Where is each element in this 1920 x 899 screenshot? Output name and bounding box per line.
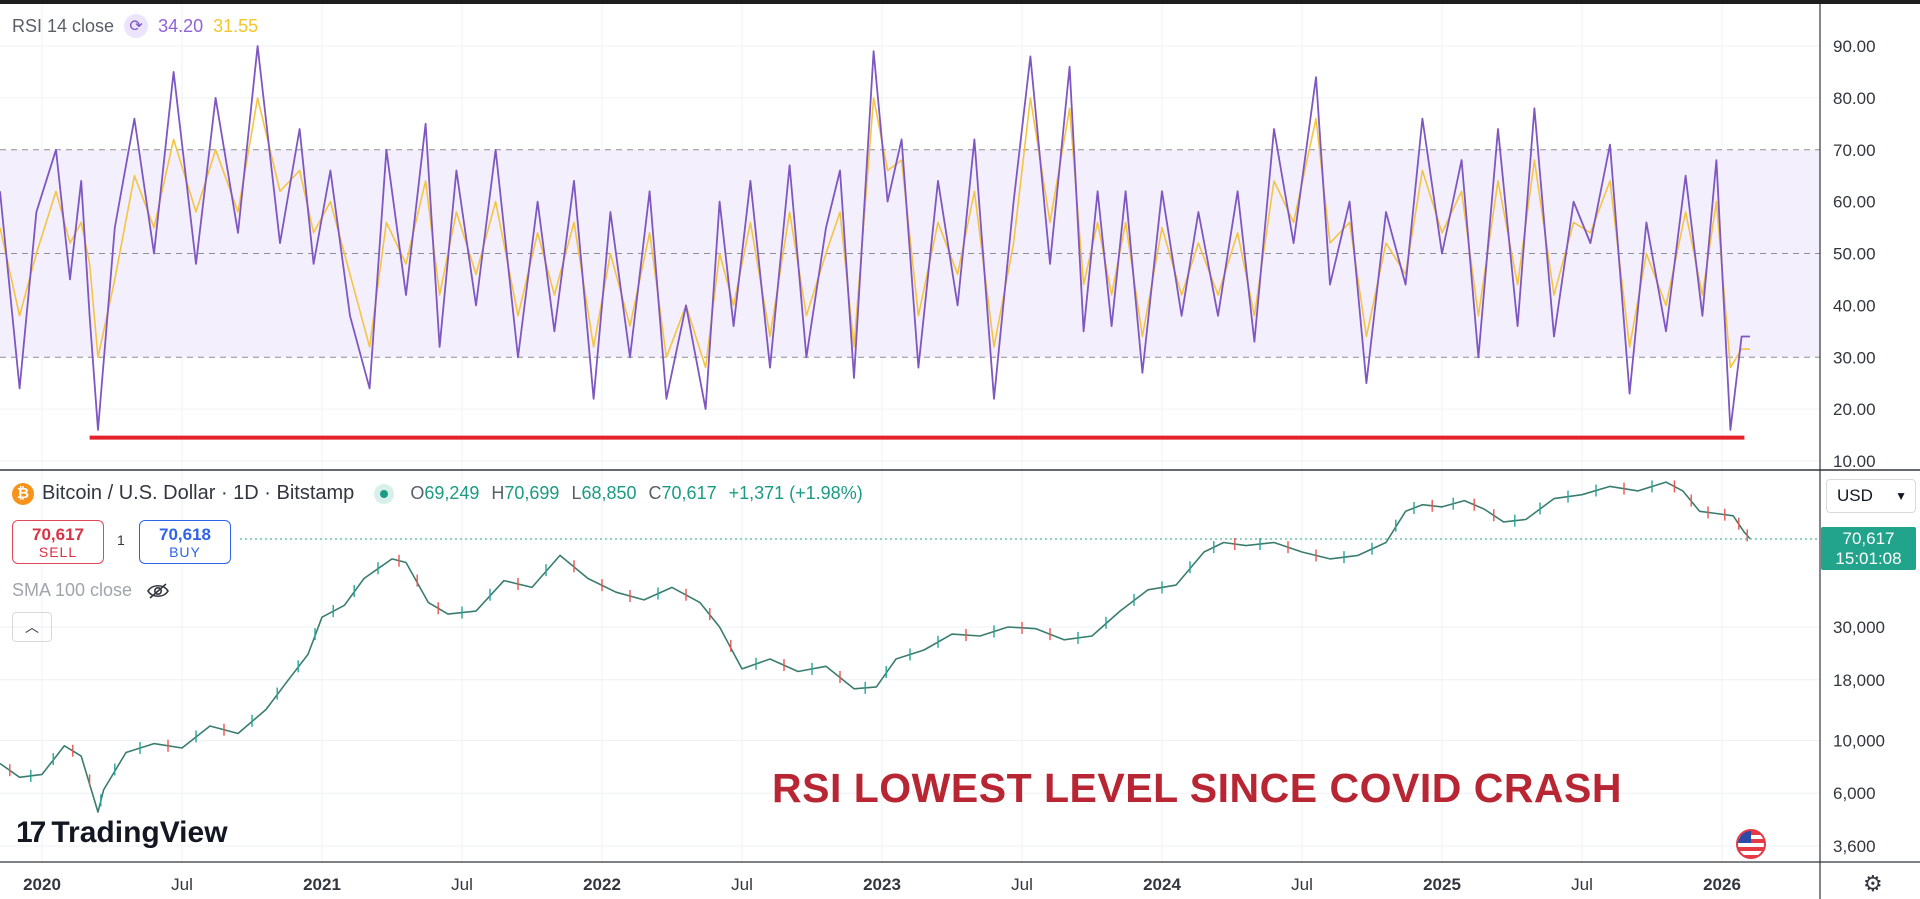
time-tick-label: 2022 (583, 875, 621, 894)
rsi-current-value: 34.20 (158, 15, 204, 36)
rsi-tick-label: 70.00 (1833, 141, 1876, 160)
open-value: 69,249 (424, 483, 480, 503)
time-tick-label: 2023 (863, 875, 901, 894)
rsi-legend[interactable]: RSI 14 close ⟳ 34.20 31.55 (12, 14, 258, 38)
time-tick-label: 2024 (1143, 875, 1181, 894)
sell-label: SELL (38, 543, 78, 560)
price-wicks (9, 480, 1748, 807)
chart-frame (0, 4, 1920, 899)
sma-legend[interactable]: SMA 100 close (12, 580, 170, 601)
buy-price: 70,618 (159, 524, 211, 544)
price-axis-ticks: 30,000 18,000 10,000 6,000 3,600 (1833, 618, 1885, 856)
eye-off-icon[interactable] (146, 582, 170, 600)
chart-annotation[interactable]: RSI LOWEST LEVEL SINCE COVID CRASH (772, 765, 1622, 811)
rsi-tick-label: 30.00 (1833, 348, 1876, 367)
currency-value: USD (1837, 486, 1873, 505)
bar-countdown: 15:01:08 (1835, 548, 1902, 568)
time-tick-label: 2026 (1703, 875, 1741, 894)
rsi-tick-label: 10.00 (1833, 452, 1876, 471)
close-value: 70,617 (661, 483, 717, 503)
symbol-legend[interactable]: ₿ Bitcoin / U.S. Dollar · 1D · Bitstamp … (12, 482, 863, 505)
time-tick-label: Jul (1291, 875, 1313, 894)
tradingview-wordmark: TradingView (51, 816, 228, 849)
currency-select[interactable]: USD ▼ (1826, 479, 1916, 513)
rsi-legend-title[interactable]: RSI 14 close (12, 15, 115, 36)
refresh-icon[interactable]: ⟳ (124, 14, 149, 38)
rsi-tick-label: 90.00 (1833, 37, 1876, 56)
price-tick-label: 10,000 (1833, 731, 1885, 750)
us-flag-icon[interactable] (1736, 829, 1766, 859)
low-value: 68,850 (581, 483, 637, 503)
market-open-icon (374, 483, 395, 504)
symbol-title[interactable]: Bitcoin / U.S. Dollar · 1D · Bitstamp (42, 482, 355, 504)
buy-label: BUY (169, 543, 201, 560)
chevron-down-icon: ▼ (1895, 489, 1907, 503)
time-tick-label: 2020 (23, 875, 61, 894)
order-quantity[interactable]: 1 (117, 532, 125, 548)
ohlc-values: O69,249 H70,699 L68,850 C70,617 +1,371 (… (410, 483, 863, 503)
rsi-ma-value: 31.55 (213, 15, 259, 36)
chart-grid (0, 4, 1820, 862)
price-tick-label: 30,000 (1833, 618, 1885, 637)
rsi-tick-label: 20.00 (1833, 400, 1876, 419)
sell-price: 70,617 (32, 524, 84, 544)
rsi-tick-label: 40.00 (1833, 296, 1876, 315)
sell-button[interactable]: 70,617 SELL (12, 520, 104, 564)
tradingview-icon: 17 (16, 816, 46, 849)
chevron-up-icon: ︿ (25, 619, 39, 635)
change-value: +1,371 (+1.98%) (728, 483, 863, 503)
high-value: 70,699 (504, 483, 560, 503)
gear-icon[interactable]: ⚙ (1863, 871, 1883, 896)
window-top-edge (0, 0, 1920, 4)
rsi-axis-ticks: 90.00 80.00 70.00 60.00 50.00 40.00 30.00 20.00… (1833, 37, 1876, 471)
price-tick-label: 6,000 (1833, 784, 1876, 803)
sma-legend-title[interactable]: SMA 100 close (12, 580, 133, 600)
rsi-tick-label: 60.00 (1833, 193, 1876, 212)
time-tick-label: Jul (1011, 875, 1033, 894)
time-tick-label: 2021 (303, 875, 341, 894)
bitcoin-icon: ₿ (12, 482, 34, 505)
time-tick-label: Jul (451, 875, 473, 894)
last-price-label: 70,617 15:01:08 (1821, 527, 1916, 570)
time-tick-label: Jul (1571, 875, 1593, 894)
price-line (0, 481, 1751, 813)
last-price-value: 70,617 (1842, 528, 1895, 548)
buy-button[interactable]: 70,618 BUY (139, 520, 231, 564)
time-tick-label: Jul (171, 875, 193, 894)
collapse-legend-button[interactable]: ︿ (12, 612, 52, 642)
price-tick-label: 3,600 (1833, 837, 1876, 856)
time-tick-label: Jul (731, 875, 753, 894)
price-tick-label: 18,000 (1833, 671, 1885, 690)
rsi-line (0, 45, 1750, 431)
rsi-tick-label: 50.00 (1833, 245, 1876, 264)
rsi-tick-label: 80.00 (1833, 89, 1876, 108)
time-tick-label: 2025 (1423, 875, 1461, 894)
tradingview-logo[interactable]: 17 TradingView (16, 816, 228, 850)
time-axis-ticks: 2020 Jul 2021 Jul 2022 Jul 2023 Jul 2024 Jul 2025 J… (23, 875, 1741, 894)
